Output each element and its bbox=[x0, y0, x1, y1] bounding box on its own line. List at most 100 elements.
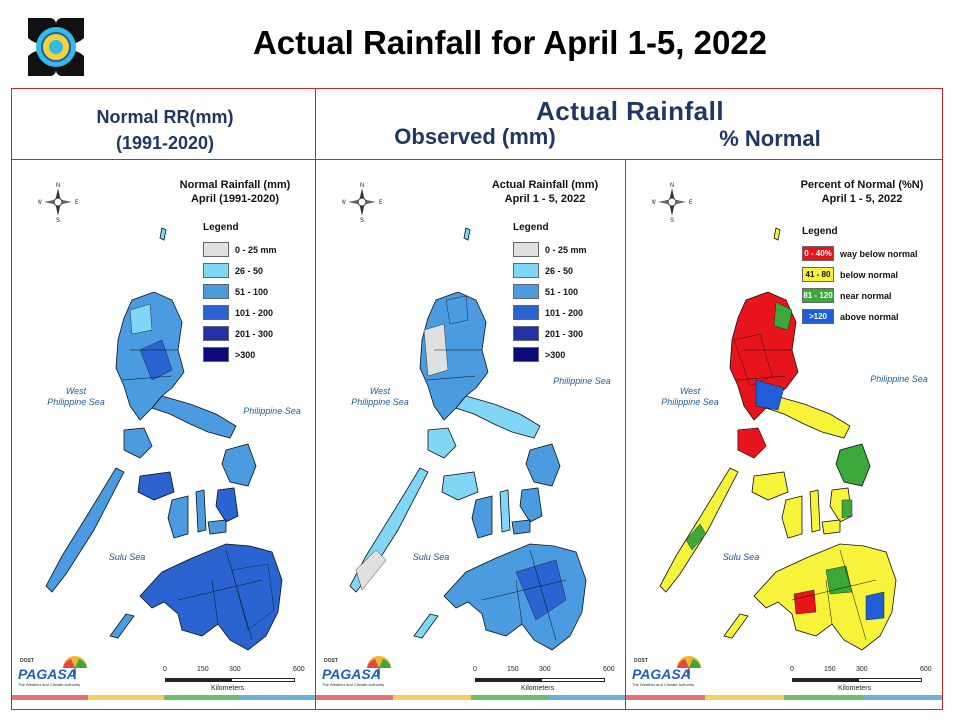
sea-label-line2: Philippine Sea bbox=[47, 397, 105, 407]
island-sulu-islands bbox=[413, 613, 439, 639]
region-shade bbox=[515, 559, 567, 621]
legend-label: 26 - 50 bbox=[545, 265, 574, 276]
compass-label-n: N bbox=[670, 183, 674, 189]
legend-item: 201 - 300 bbox=[203, 323, 277, 344]
sea-label-line2: Philippine Sea bbox=[351, 397, 409, 407]
scale-bar-segment bbox=[165, 678, 231, 682]
island-panay bbox=[137, 471, 175, 501]
compass-label-s: S bbox=[360, 218, 364, 222]
dost-label: DOST bbox=[324, 658, 338, 664]
pagasa-wordmark: PAGASA bbox=[322, 666, 381, 682]
legend-swatch bbox=[203, 242, 229, 257]
compass-label-e: E bbox=[689, 200, 692, 206]
legend-item: 81 - 120 near normal bbox=[802, 285, 918, 306]
header-divider bbox=[11, 159, 943, 160]
province-boundary bbox=[425, 375, 477, 381]
island-panay bbox=[751, 471, 789, 501]
scale-tick-label: 300 bbox=[856, 666, 868, 673]
scale-tick-label: 300 bbox=[229, 666, 241, 673]
legend-label: 51 - 100 bbox=[545, 286, 579, 297]
island-southern-luzon bbox=[765, 395, 851, 439]
region-shade bbox=[841, 499, 853, 519]
legend-label: 0 - 25 mm bbox=[545, 244, 587, 255]
region-shade bbox=[685, 523, 707, 551]
content-frame bbox=[11, 88, 943, 710]
map-title-line2: April 1 - 5, 2022 bbox=[504, 193, 586, 205]
map-title-line2: April 1 - 5, 2022 bbox=[821, 193, 903, 205]
island-panay bbox=[441, 471, 479, 501]
legend-item: 0 - 25 mm bbox=[203, 239, 277, 260]
map-title-line1: Percent of Normal (%N) bbox=[800, 179, 924, 191]
province-boundary bbox=[177, 579, 263, 601]
legend-label: 101 - 200 bbox=[545, 307, 584, 318]
column-divider-1 bbox=[315, 88, 316, 710]
legend-item: >300 bbox=[203, 344, 277, 365]
pagasa-logo: DOST PAGASA The Weather and Climate Author… bbox=[18, 656, 98, 692]
scale-bar: 0 150 300 600 Kilometers bbox=[163, 666, 305, 694]
compass-label-e: E bbox=[379, 200, 382, 206]
legend-swatch bbox=[203, 326, 229, 341]
pagasa-logo: DOST PAGASA The Weather and Climate Author… bbox=[322, 656, 402, 692]
philippine-sea-label: Philippine Sea bbox=[553, 376, 611, 386]
map-canvas bbox=[349, 227, 587, 651]
island-cebu bbox=[499, 489, 511, 533]
scale-bar-segment bbox=[541, 678, 605, 682]
normal-rr-header: Normal RR(mm) (1991-2020) bbox=[20, 104, 310, 156]
normal-rr-header-line1: Normal RR(mm) bbox=[96, 107, 234, 127]
stripe-segment bbox=[239, 695, 315, 700]
island-negros bbox=[781, 495, 803, 539]
sea-label-line2: Philippine Sea bbox=[661, 397, 719, 407]
sulu-sea-label: Sulu Sea bbox=[108, 552, 146, 562]
west-philippine-sea-label: West Philippine Sea bbox=[340, 386, 420, 408]
sea-label-line1: West bbox=[679, 386, 701, 396]
legend-swatch: 0 - 40% bbox=[802, 246, 834, 261]
percent-normal-header: % Normal bbox=[719, 126, 821, 151]
scale-bar: 0 150 300 600 Kilometers bbox=[473, 666, 615, 694]
compass-rose-icon: N S E W bbox=[652, 183, 692, 222]
region-shade bbox=[355, 549, 387, 591]
legend-item: 41 - 80 below normal bbox=[802, 264, 918, 285]
map-legend: Legend 0 - 25 mm 26 - 50 51 - 100 101 - 200 2… bbox=[203, 222, 277, 365]
legend-label: 51 - 100 bbox=[235, 286, 269, 297]
map-title-line1: Actual Rainfall (mm) bbox=[491, 179, 599, 191]
map-title-line1: Normal Rainfall (mm) bbox=[179, 179, 291, 191]
philippine-sea-label: Philippine Sea bbox=[243, 406, 301, 416]
scale-bar-segment bbox=[475, 678, 541, 682]
island-southern-luzon bbox=[151, 395, 237, 439]
normal-rainfall-map-panel: N S E W Normal Rainfall (mm) April (1991-2020… bbox=[12, 160, 315, 694]
island-batanes bbox=[159, 227, 167, 241]
island-samar bbox=[835, 443, 871, 487]
province-boundary bbox=[791, 579, 877, 601]
province-boundary bbox=[515, 579, 523, 625]
legend-label: 101 - 200 bbox=[235, 307, 274, 318]
island-batanes bbox=[773, 227, 781, 241]
stripe-segment bbox=[784, 695, 863, 700]
pagasa-tagline: The Weather and Climate Authority bbox=[322, 682, 385, 687]
scale-bar-segment bbox=[858, 678, 922, 682]
legend-swatch bbox=[513, 347, 539, 362]
legend-label: above normal bbox=[840, 311, 899, 322]
legend-label: >300 bbox=[545, 349, 566, 360]
legend-swatch bbox=[203, 284, 229, 299]
legend-item: 0 - 40% way below normal bbox=[802, 243, 918, 264]
legend-item: 201 - 300 bbox=[513, 323, 587, 344]
stripe-segment bbox=[316, 695, 394, 700]
scale-tick-label: 150 bbox=[824, 666, 836, 673]
map-legend: Legend 0 - 40% way below normal 41 - 80 belo… bbox=[802, 226, 918, 327]
compass-label-s: S bbox=[670, 218, 674, 222]
scale-tick-label: 150 bbox=[197, 666, 209, 673]
pagasa-tagline: The Weather and Climate Authority bbox=[18, 682, 81, 687]
scale-bar: 0 150 300 600 Kilometers bbox=[790, 666, 932, 694]
legend-label: 0 - 25 mm bbox=[235, 244, 277, 255]
island-southern-luzon bbox=[455, 395, 541, 439]
compass-label-n: N bbox=[360, 183, 364, 189]
actual-rainfall-header: Actual Rainfall bbox=[535, 96, 725, 126]
sea-label-line1: West bbox=[65, 386, 87, 396]
dost-label: DOST bbox=[634, 658, 648, 664]
legend-item: >120 above normal bbox=[802, 306, 918, 327]
region-shade bbox=[733, 333, 773, 387]
island-batanes bbox=[463, 227, 471, 241]
legend-item: 51 - 100 bbox=[513, 281, 587, 302]
scale-tick-label: 600 bbox=[293, 666, 305, 673]
scale-tick-label: 0 bbox=[163, 666, 167, 673]
